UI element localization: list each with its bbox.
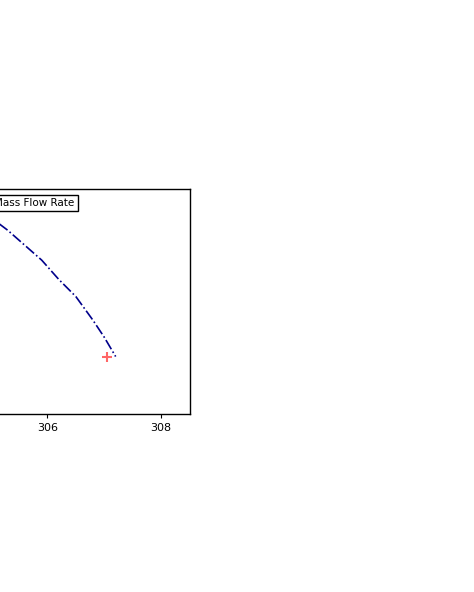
Line: Mass Flow Rate: Mass Flow Rate (0, 207, 116, 356)
Mass Flow Rate (101, 334, 107, 341)
Mass Flow Rate (73, 293, 79, 300)
Mass Flow Rate (113, 353, 118, 360)
Mass Flow Rate (39, 256, 45, 263)
Mass Flow Rate (90, 317, 96, 324)
Mass Flow Rate (5, 227, 10, 234)
Mass Flow Rate (56, 276, 62, 283)
Mass Flow Rate (22, 242, 27, 249)
Legend: Mass Flow Rate: Mass Flow Rate (0, 195, 78, 211)
